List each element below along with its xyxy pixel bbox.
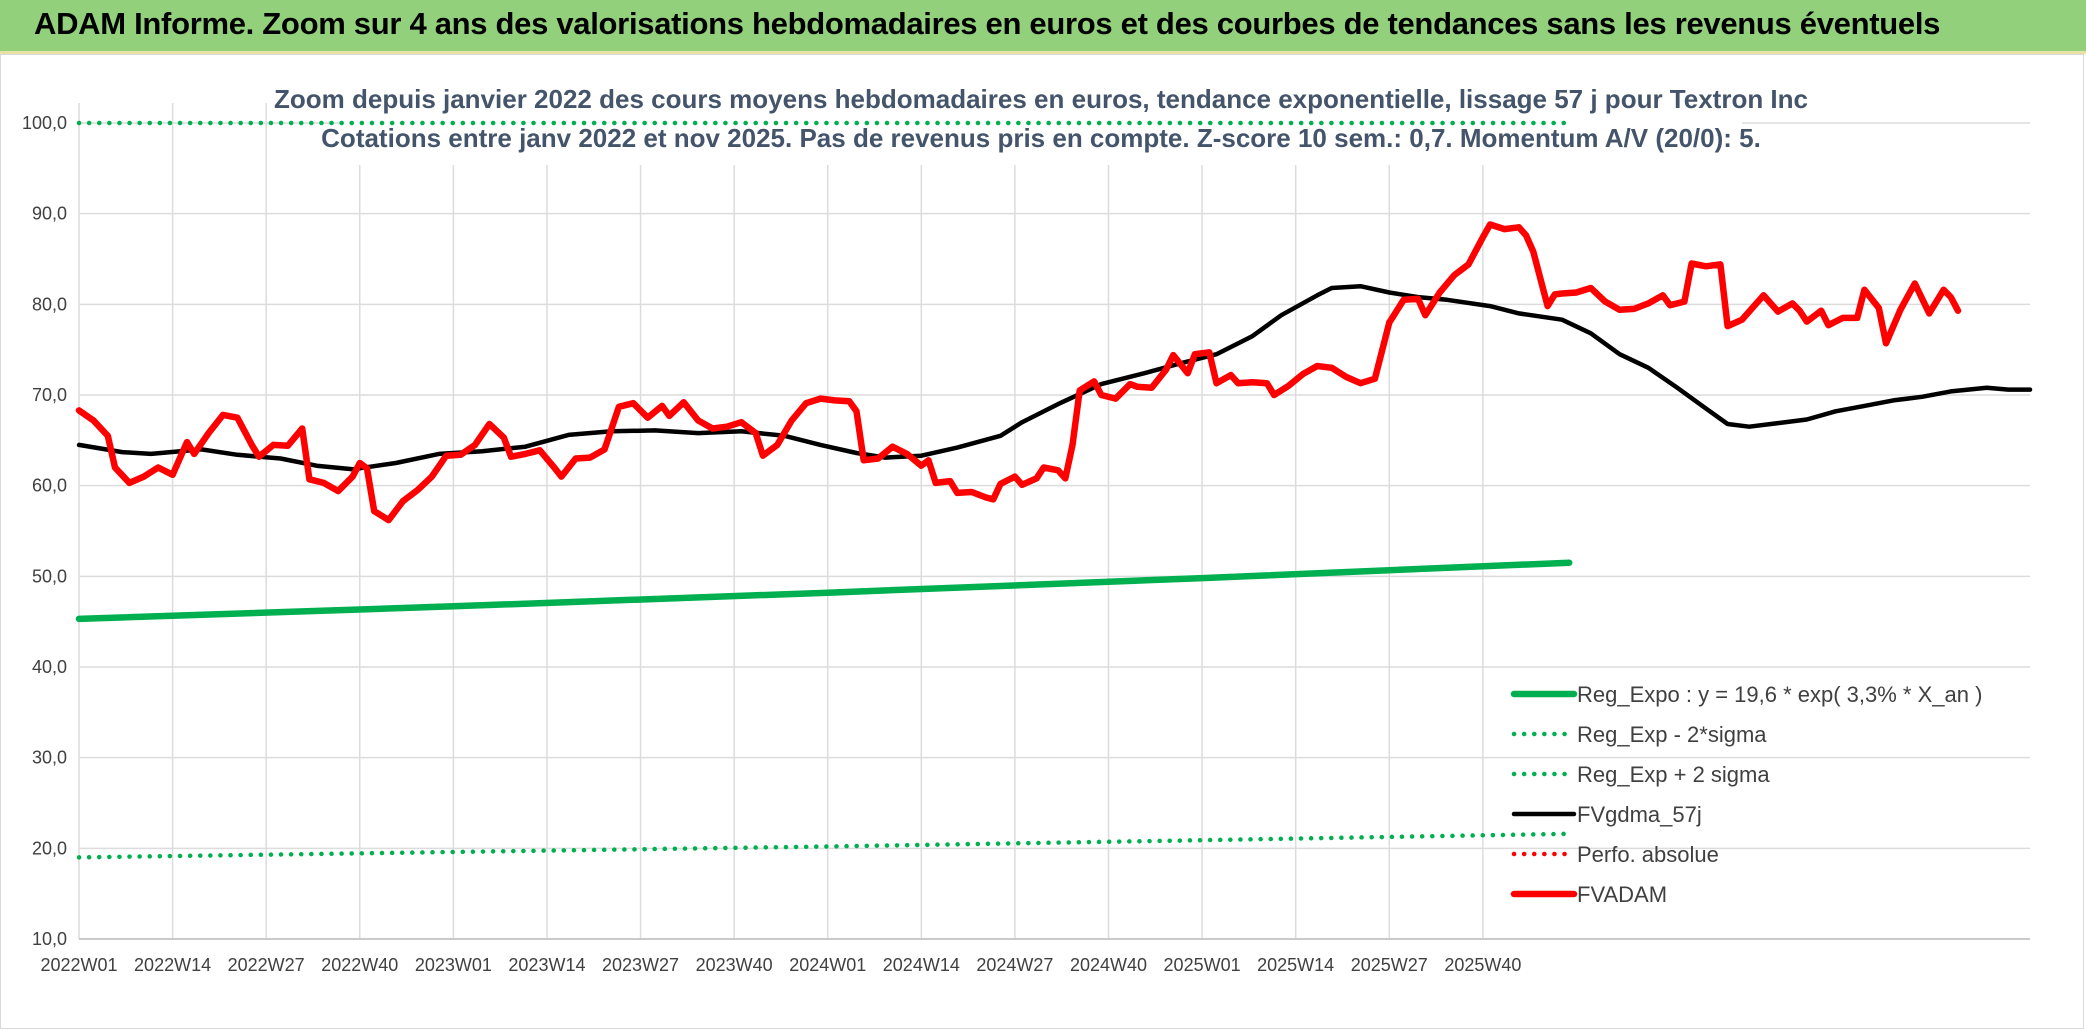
legend-label: FVADAM xyxy=(1577,882,1667,907)
x-tick-label: 2022W01 xyxy=(40,955,117,975)
x-tick-label: 2023W01 xyxy=(415,955,492,975)
legend-label: Perfo. absolue xyxy=(1577,842,1719,867)
y-tick-label: 30,0 xyxy=(32,748,67,768)
x-tick-label: 2023W40 xyxy=(696,955,773,975)
x-tick-label: 2022W40 xyxy=(321,955,398,975)
y-tick-label: 90,0 xyxy=(32,204,67,224)
x-tick-label: 2023W14 xyxy=(508,955,585,975)
series-line-0 xyxy=(75,559,1573,623)
y-tick-label: 50,0 xyxy=(32,566,67,586)
x-tick-label: 2025W27 xyxy=(1351,955,1428,975)
y-tick-label: 60,0 xyxy=(32,476,67,496)
series-line-1 xyxy=(76,831,1572,860)
y-tick-label: 80,0 xyxy=(32,294,67,314)
y-tick-label: 100,0 xyxy=(22,113,67,133)
grid-layer xyxy=(78,103,2030,940)
x-tick-label: 2024W01 xyxy=(789,955,866,975)
series-line-5 xyxy=(75,221,1962,524)
x-tick-label: 2024W14 xyxy=(883,955,960,975)
legend: Reg_Expo : y = 19,6 * exp( 3,3% * X_an )… xyxy=(1510,682,1982,907)
report-title: ADAM Informe. Zoom sur 4 ans des valoris… xyxy=(34,6,1941,41)
x-tick-label: 2022W27 xyxy=(228,955,305,975)
x-tick-label: 2023W27 xyxy=(602,955,679,975)
y-tick-label: 40,0 xyxy=(32,657,67,677)
legend-label: Reg_Exp - 2*sigma xyxy=(1577,722,1767,747)
y-tick-label: 10,0 xyxy=(32,929,67,949)
y-tick-label: 20,0 xyxy=(32,838,67,858)
x-tick-label: 2025W40 xyxy=(1444,955,1521,975)
chart-title-line: Cotations entre janv 2022 et nov 2025. P… xyxy=(321,123,1761,153)
chart-frame xyxy=(0,54,2084,1029)
x-tick-label: 2022W14 xyxy=(134,955,211,975)
y-tick-label: 70,0 xyxy=(32,385,67,405)
series-line-3 xyxy=(76,283,2033,472)
x-tick-label: 2024W27 xyxy=(976,955,1053,975)
x-tick-label: 2025W01 xyxy=(1164,955,1241,975)
legend-label: Reg_Exp + 2 sigma xyxy=(1577,762,1770,787)
chart-title-line: Zoom depuis janvier 2022 des cours moyen… xyxy=(274,84,1808,114)
chart-title: Zoom depuis janvier 2022 des cours moyen… xyxy=(274,77,1808,165)
y-axis-ticks: 10,0 20,0 30,0 40,0 50,0 60,0 70,0 80,0 90,0 100,… xyxy=(22,113,67,949)
legend-label: Reg_Expo : y = 19,6 * exp( 3,3% * X_an ) xyxy=(1577,682,1982,707)
x-axis-ticks: 2022W01 2022W14 2022W27 2022W40 2023W01 2023W… xyxy=(40,955,1521,975)
series-layer xyxy=(75,120,2033,860)
x-tick-label: 2024W40 xyxy=(1070,955,1147,975)
report-banner: ADAM Informe. Zoom sur 4 ans des valoris… xyxy=(0,0,2086,54)
x-tick-label: 2025W14 xyxy=(1257,955,1334,975)
legend-label: FVgdma_57j xyxy=(1577,802,1702,827)
